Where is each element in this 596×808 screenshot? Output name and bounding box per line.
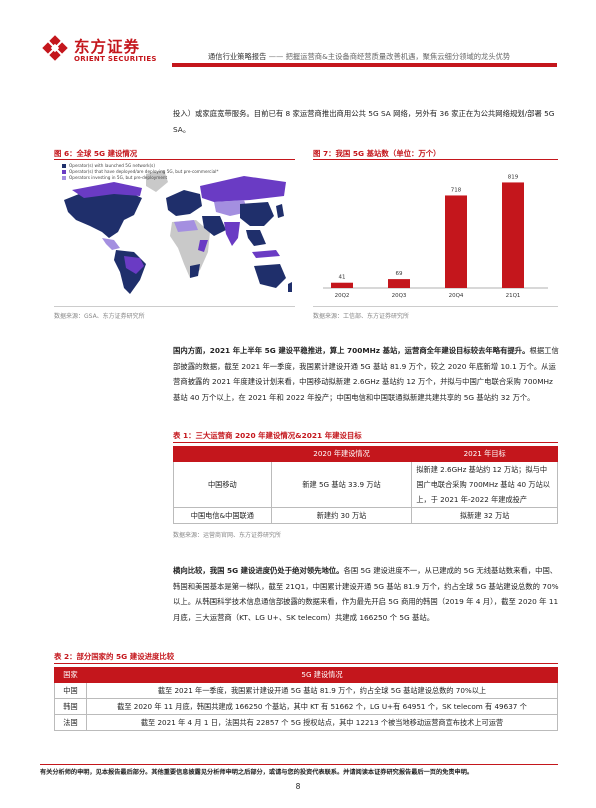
report-subtitle: 把握运营商&主设备商经营质量改善机遇，聚焦云细分领域的龙头优势 (285, 52, 511, 61)
report-type: 通信行业策略报告 (208, 52, 267, 61)
legend-item: Operator(s) with launched 5G network(s) (62, 163, 218, 169)
table-2-rule (54, 663, 558, 664)
world-map (64, 170, 292, 294)
map-australia (254, 264, 286, 288)
table-header-cell: 2021 年目标 (411, 446, 558, 462)
figure-6-bottom-rule (54, 306, 295, 307)
map-japan (276, 204, 284, 218)
base-station-bar-chart: 41 20Q2 69 20Q3 718 20Q4 819 21Q1 (323, 174, 548, 299)
paragraph-3: 横向比较，我国 5G 建设进度仍处于绝对领先地位。各国 5G 建设进度不一，从已… (173, 563, 559, 626)
table-cell: 截至 2021 年 4 月 1 日，法国共有 22857 个 5G 授权站点，其… (85, 714, 559, 731)
figure-6-rule (54, 159, 295, 160)
map-africa-east (198, 240, 208, 252)
data-label: 69 (396, 271, 403, 277)
legend-item: Operators investing in 5G, but pre-deplo… (62, 175, 218, 181)
map-central-america (102, 238, 120, 250)
page-number: 8 (295, 782, 301, 791)
figure-7-bottom-rule (313, 306, 558, 307)
table-cell: 截至 2021 年一季度，我国累计建设开通 5G 基站 81.9 万个，约占全球… (85, 682, 559, 699)
table-1: 2020 年建设情况 2021 年目标 中国移动 新建 5G 基站 33.9 万… (173, 446, 558, 524)
table-cell: 截至 2020 年 11 月底，韩国共建成 166250 个基站，其中 KT 有… (85, 698, 559, 715)
table-header-cell (173, 446, 272, 462)
table-header-cell: 5G 建设情况 (85, 667, 559, 683)
table-2: 国家 5G 建设情况 中国 截至 2021 年一季度，我国累计建设开通 5G 基… (54, 667, 559, 731)
table-cell: 中国电信&中国联通 (173, 507, 272, 524)
legend-item: Operator(s) that have deployed/are deplo… (62, 169, 218, 175)
map-europe (166, 190, 202, 216)
table-cell: 拟新建 32 万站 (411, 507, 558, 524)
header-separator: —— (268, 52, 284, 61)
table-row: 中国电信&中国联通 新建约 30 万站 拟新建 32 万站 (173, 507, 558, 524)
map-legend: Operator(s) with launched 5G network(s) … (62, 163, 218, 181)
map-central-asia (214, 200, 248, 216)
figure-7-rule (313, 159, 558, 160)
map-greenland (146, 170, 168, 192)
x-tick-label: 21Q1 (506, 293, 521, 299)
table-cell: 法国 (54, 714, 87, 731)
logo-mark-icon (42, 35, 68, 61)
table-row: 中国移动 新建 5G 基站 33.9 万站 拟新建 2.6GHz 基站约 12 … (173, 461, 558, 508)
table-2-title: 表 2：部分国家的 5G 建设进度比较 (54, 652, 175, 661)
paragraph-3-body: 各国 5G 建设进度不一，从已建成的 5G 无线基站数来看，中国、韩国和美国基本… (173, 566, 559, 623)
table-cell: 中国 (54, 682, 87, 699)
table-header-cell: 2020 年建设情况 (270, 446, 413, 462)
paragraph-2: 国内方面，2021 年上半年 5G 建设平稳推进，算上 700MHz 基站，运营… (173, 343, 559, 406)
table-cell: 韩国 (54, 698, 87, 715)
table-header-row: 2020 年建设情况 2021 年目标 (173, 446, 558, 462)
data-label: 718 (451, 187, 462, 193)
footer-disclaimer: 有关分析师的申明，见本报告最后部分。其他重要信息披露见分析师申明之后部分，或请与… (40, 764, 558, 776)
map-indonesia (252, 250, 280, 258)
bar (502, 182, 524, 288)
company-name-cn: 东方证券 (74, 38, 141, 56)
paragraph-2-body: 根据工信部披露的数据，截至 2021 年一季度，我国累计建设开通 5G 基站 8… (173, 346, 559, 403)
table-cell: 新建约 30 万站 (270, 507, 413, 524)
x-tick-label: 20Q4 (449, 293, 464, 299)
header-divider (172, 63, 557, 67)
map-russia (200, 176, 286, 202)
bar (331, 282, 353, 288)
figure-6-source: 数据来源：GSA、东方证券研究所 (54, 313, 145, 320)
map-canada (72, 182, 142, 198)
table-1-title: 表 1：三大运营商 2020 年建设情况&2021 年建设目标 (173, 431, 362, 440)
map-south-africa (190, 264, 200, 278)
table-cell: 新建 5G 基站 33.9 万站 (270, 461, 413, 508)
paragraph-3-lead: 横向比较，我国 5G 建设进度仍处于绝对领先地位。 (173, 566, 344, 575)
map-brazil (124, 256, 144, 274)
table-header-cell: 国家 (54, 667, 87, 683)
company-name-en: ORIENT SECURITIES (74, 55, 157, 63)
x-tick-label: 20Q2 (335, 293, 350, 299)
table-row: 法国 截至 2021 年 4 月 1 日，法国共有 22857 个 5G 授权站… (54, 714, 559, 731)
map-new-zealand (288, 282, 292, 292)
figure-7-title: 图 7：我国 5G 基站数（单位：万个） (313, 149, 441, 158)
map-africa (170, 220, 210, 278)
map-south-america (114, 250, 146, 294)
paragraph-2-lead: 国内方面，2021 年上半年 5G 建设平稳推进，算上 700MHz 基站，运营… (173, 346, 530, 355)
table-row: 中国 截至 2021 年一季度，我国累计建设开通 5G 基站 81.9 万个，约… (54, 682, 559, 699)
map-north-america (64, 188, 142, 238)
data-label: 41 (339, 275, 346, 281)
company-logo: 东方证券 ORIENT SECURITIES (40, 33, 180, 65)
x-tick-label: 20Q3 (392, 293, 407, 299)
table-row: 韩国 截至 2020 年 11 月底，韩国共建成 166250 个基站，其中 K… (54, 698, 559, 715)
table-1-source: 数据来源：运营商官网、东方证券研究所 (173, 532, 282, 539)
table-cell: 拟新建 2.6GHz 基站约 12 万站；拟与中国广电联合采购 700MHz 基… (411, 461, 558, 508)
figure-6-title: 图 6：全球 5G 建设情况 (54, 149, 138, 158)
table-header-row: 国家 5G 建设情况 (54, 667, 559, 683)
map-middle-east (202, 216, 226, 236)
report-header: 通信行业策略报告 —— 把握运营商&主设备商经营质量改善机遇，聚焦云细分领域的龙… (208, 52, 510, 62)
map-india (224, 222, 240, 246)
map-china (240, 202, 274, 226)
bar (388, 279, 410, 288)
bar (445, 195, 467, 288)
table-cell: 中国移动 (173, 461, 272, 508)
paragraph-1: 投入）或家庭宽带服务。目前已有 8 家运营商推出商用公共 5G SA 网络，另外… (173, 109, 555, 134)
figure-7-source: 数据来源：工信部、东方证券研究所 (313, 313, 410, 320)
data-label: 819 (508, 174, 519, 180)
map-southeast-asia (246, 230, 266, 246)
map-africa-north (174, 220, 198, 232)
table-1-rule (173, 442, 558, 443)
